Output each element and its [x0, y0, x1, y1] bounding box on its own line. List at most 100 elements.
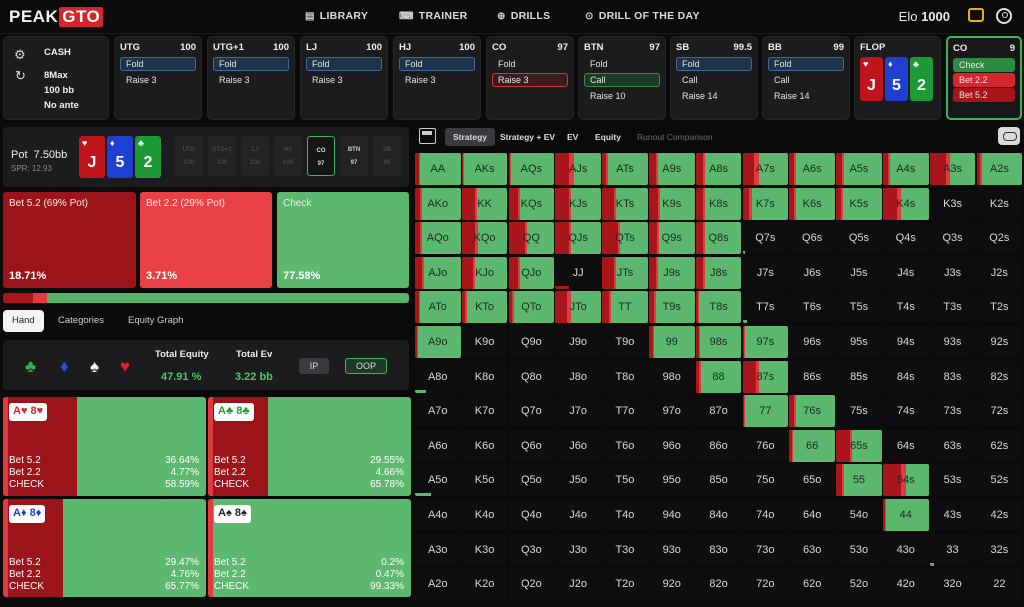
hand-cell-k7s[interactable]: K7s: [742, 187, 789, 220]
hand-cell-t8s[interactable]: T8s: [695, 291, 742, 324]
hand-cell-t4o[interactable]: T4o: [602, 499, 648, 531]
hand-cell-j7o[interactable]: J7o: [555, 395, 601, 428]
position-action[interactable]: Call: [774, 75, 790, 85]
hand-cell-a8o[interactable]: A8o: [415, 360, 461, 393]
hand-cell-62o[interactable]: 62o: [789, 568, 835, 601]
hand-cell-53o[interactable]: 53o: [836, 533, 882, 566]
hand-cell-j4o[interactable]: J4o: [555, 499, 601, 531]
position-action[interactable]: Call: [682, 75, 698, 85]
position-action[interactable]: Raise 3: [219, 75, 250, 85]
hand-cell-87o[interactable]: 87o: [695, 395, 742, 428]
hand-cell-kqs[interactable]: KQs: [508, 187, 555, 220]
tab-strategy[interactable]: Strategy: [445, 128, 496, 146]
hand-cell-k8s[interactable]: K8s: [695, 187, 742, 220]
hand-cell-j9o[interactable]: J9o: [555, 326, 601, 358]
seat-hj[interactable]: HJ 100: [274, 136, 302, 176]
position-action[interactable]: Raise 3: [312, 75, 343, 85]
hand-cell-92o[interactable]: 92o: [649, 568, 695, 601]
tab-equity-graph[interactable]: Equity Graph: [128, 315, 184, 326]
hand-cell-qq[interactable]: QQ: [508, 222, 555, 255]
hand-cell-74s[interactable]: 74s: [883, 395, 929, 428]
hand-cell-k6o[interactable]: K6o: [461, 429, 508, 462]
combo-card[interactable]: A♠ 8♠ Bet 5.2 0.2% Bet 2.2 0.47% CHECK 99.33%: [208, 499, 411, 597]
hand-cell-42o[interactable]: 42o: [883, 568, 929, 601]
hand-cell-kk[interactable]: KK: [461, 187, 508, 220]
position-action[interactable]: Fold: [120, 57, 196, 71]
active-position-card[interactable]: CO 9 Check Bet 2.2 Bet 5.2: [946, 36, 1022, 120]
hand-cell-jts[interactable]: JTs: [602, 256, 648, 289]
hand-cell-q4o[interactable]: Q4o: [508, 499, 555, 531]
user-icon[interactable]: [996, 8, 1012, 24]
refresh-icon[interactable]: ↻: [15, 68, 26, 83]
hand-cell-k8o[interactable]: K8o: [461, 360, 508, 393]
seat-btn[interactable]: BTN 97: [340, 136, 368, 176]
gear-icon[interactable]: ⚙: [14, 47, 26, 62]
hand-cell-k9s[interactable]: K9s: [649, 187, 695, 220]
hand-cell-qjo[interactable]: QJo: [508, 256, 555, 289]
position-action[interactable]: Raise 14: [682, 91, 718, 101]
hand-cell-96o[interactable]: 96o: [649, 429, 695, 462]
hand-cell-a5s[interactable]: A5s: [836, 153, 882, 185]
hand-cell-97o[interactable]: 97o: [649, 395, 695, 428]
nav-trainer[interactable]: ⌨ TRAINER: [399, 10, 468, 22]
hand-cell-q4s[interactable]: Q4s: [883, 222, 929, 255]
hand-cell-62s[interactable]: 62s: [976, 429, 1023, 462]
hand-cell-aa[interactable]: AA: [415, 153, 461, 185]
seat-co[interactable]: CO 97: [307, 136, 335, 176]
hand-cell-qts[interactable]: QTs: [602, 222, 648, 255]
hand-cell-q5s[interactable]: Q5s: [836, 222, 882, 255]
seat-sb[interactable]: SB 99: [373, 136, 401, 176]
hand-cell-t9s[interactable]: T9s: [649, 291, 695, 324]
hand-cell-82s[interactable]: 82s: [976, 360, 1023, 393]
position-card-sb[interactable]: SB 99.5 Fold Call Raise 14: [670, 36, 758, 120]
tab-categories[interactable]: Categories: [58, 315, 104, 326]
hand-cell-96s[interactable]: 96s: [789, 326, 835, 358]
combo-card[interactable]: A♥ 8♥ Bet 5.2 36.64% Bet 2.2 4.77% CHECK 58.59…: [3, 397, 206, 496]
hand-cell-75o[interactable]: 75o: [742, 464, 789, 497]
nav-library[interactable]: ▤ LIBRARY: [305, 10, 368, 22]
hand-cell-76o[interactable]: 76o: [742, 429, 789, 462]
action-box-0[interactable]: Bet 5.2 (69% Pot) 18.71%: [3, 192, 136, 288]
hand-cell-q8o[interactable]: Q8o: [508, 360, 555, 393]
hand-cell-q2o[interactable]: Q2o: [508, 568, 555, 601]
hand-cell-83s[interactable]: 83s: [929, 360, 976, 393]
hand-cell-t3o[interactable]: T3o: [602, 533, 648, 566]
hand-cell-q6o[interactable]: Q6o: [508, 429, 555, 462]
diamond-icon[interactable]: ♦: [60, 357, 69, 376]
hand-cell-43o[interactable]: 43o: [883, 533, 929, 566]
hand-cell-93s[interactable]: 93s: [929, 326, 976, 358]
hand-cell-kjo[interactable]: KJo: [461, 256, 508, 289]
hand-cell-a8s[interactable]: A8s: [695, 153, 742, 185]
grid-view-icon[interactable]: [419, 128, 436, 144]
hand-cell-73s[interactable]: 73s: [929, 395, 976, 428]
ip-button[interactable]: IP: [299, 358, 329, 374]
hand-cell-t3s[interactable]: T3s: [929, 291, 976, 324]
hand-cell-75s[interactable]: 75s: [836, 395, 882, 428]
hand-cell-q6s[interactable]: Q6s: [789, 222, 835, 255]
hand-cell-a7o[interactable]: A7o: [415, 395, 461, 428]
hand-cell-t5o[interactable]: T5o: [602, 464, 648, 497]
hand-cell-q3o[interactable]: Q3o: [508, 533, 555, 566]
hand-cell-q9o[interactable]: Q9o: [508, 326, 555, 358]
hand-cell-63o[interactable]: 63o: [789, 533, 835, 566]
hand-cell-64s[interactable]: 64s: [883, 429, 929, 462]
hand-cell-qjs[interactable]: QJs: [555, 222, 601, 255]
tab-strategy-ev[interactable]: Strategy + EV: [500, 132, 556, 142]
hand-cell-q8s[interactable]: Q8s: [695, 222, 742, 255]
hand-cell-k6s[interactable]: K6s: [789, 187, 835, 220]
hand-cell-a3o[interactable]: A3o: [415, 533, 461, 566]
hand-cell-ajo[interactable]: AJo: [415, 256, 461, 289]
action-box-1[interactable]: Bet 2.2 (29% Pot) 3.71%: [140, 192, 272, 288]
game-info-card[interactable]: ⚙ ↻ CASH 8Max 100 bb No ante: [3, 36, 109, 120]
position-card-utg-plus-1[interactable]: UTG+1 100 Fold Raise 3: [207, 36, 295, 120]
position-action[interactable]: Raise 14: [774, 91, 810, 101]
hand-cell-ato[interactable]: ATo: [415, 291, 461, 324]
hand-cell-32s[interactable]: 32s: [976, 533, 1023, 566]
hand-cell-t6s[interactable]: T6s: [789, 291, 835, 324]
hand-cell-a5o[interactable]: A5o: [415, 464, 461, 497]
controller-icon[interactable]: [998, 127, 1020, 145]
hand-cell-64o[interactable]: 64o: [789, 499, 835, 531]
hand-cell-q9s[interactable]: Q9s: [649, 222, 695, 255]
position-card-co[interactable]: CO 97 Fold Raise 3: [486, 36, 574, 120]
hand-cell-j6s[interactable]: J6s: [789, 256, 835, 289]
